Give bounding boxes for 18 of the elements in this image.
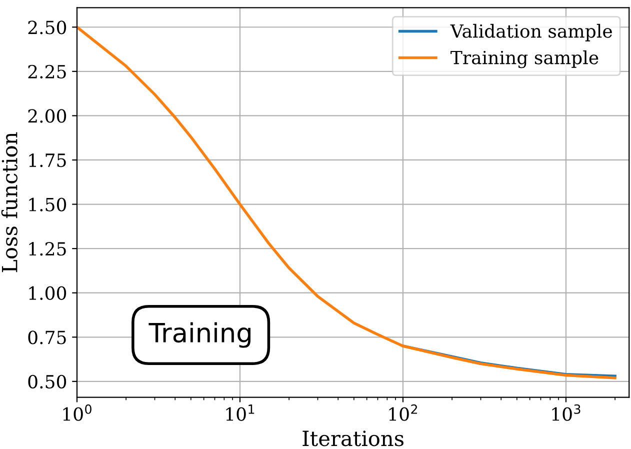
y-tick-label: 2.25 — [28, 64, 66, 79]
x-tick-label: 10$^{1}$ — [226, 404, 254, 421]
legend-label: Training sample — [450, 50, 598, 68]
y-tick-label: 1.25 — [29, 242, 66, 256]
x-tick-label: 10$^{2}$ — [389, 404, 418, 421]
y-axis-title: Loss function — [1, 132, 18, 272]
x-tick-label: 10$^{0}$ — [63, 404, 92, 421]
y-tick-label: 1.75 — [29, 153, 66, 168]
legend-label: Validation sample — [450, 24, 612, 42]
y-tick-label: 2.00 — [28, 109, 66, 123]
y-tick-label: 2.50 — [28, 20, 66, 34]
x-axis-title: Iterations — [302, 430, 404, 446]
annotation: Training — [148, 322, 250, 348]
y-tick-label: 0.50 — [28, 374, 66, 389]
y-tick-label: 1.50 — [29, 198, 66, 212]
y-tick-label: 0.75 — [28, 330, 66, 344]
y-tick-label: 1.00 — [29, 286, 66, 300]
x-tick-label: 10$^{3}$ — [552, 404, 580, 421]
